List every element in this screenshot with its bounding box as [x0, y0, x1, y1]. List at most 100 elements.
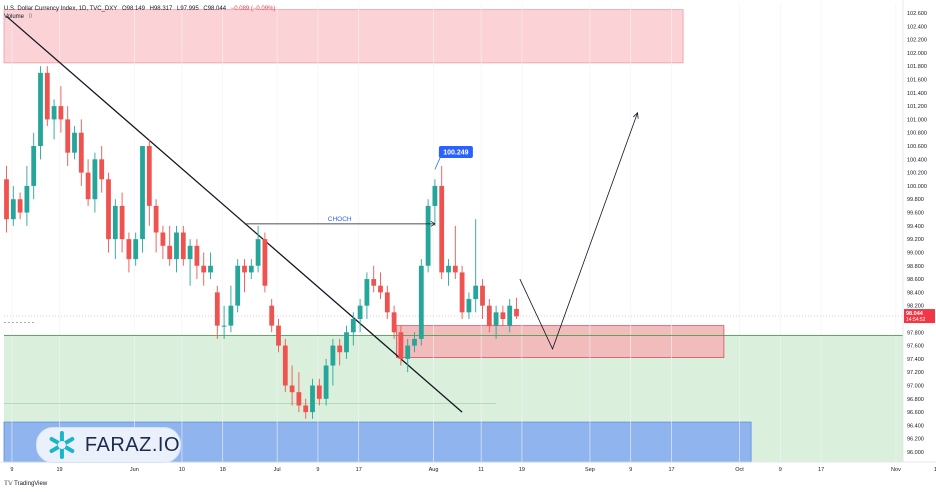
candle-body	[316, 385, 322, 399]
descending-trendline	[6, 15, 463, 413]
time-tick-label: Oct	[735, 467, 744, 473]
candle-body	[180, 232, 186, 260]
candle-body	[248, 265, 254, 273]
candle-body	[140, 146, 145, 240]
time-tick-label: 19	[56, 467, 62, 473]
ohlc-close: C98.044	[203, 6, 227, 12]
candle-body	[405, 345, 411, 359]
high-label-text: 100.249	[443, 150, 468, 157]
candle-body	[398, 332, 404, 359]
candle-body	[92, 159, 98, 200]
candle-body	[228, 305, 234, 326]
symbol-title[interactable]: U.S. Dollar Currency Index, 1D, TVC_DXY	[4, 6, 118, 12]
volume-label[interactable]: Volume	[4, 14, 25, 20]
candle-body	[106, 179, 111, 240]
time-tick-label: 10	[179, 467, 185, 473]
time-tick-label: Nov	[891, 467, 901, 473]
candle-body	[384, 292, 390, 313]
candle-body	[425, 205, 431, 266]
ohlc-low: L97.995	[177, 6, 199, 12]
price-tick-label: 102.000	[907, 51, 927, 57]
time-tick-label: 9	[779, 467, 782, 473]
price-change: −0.089 (−0.09%)	[230, 6, 276, 12]
price-tick-label: 101.600	[907, 78, 927, 84]
candle-body	[486, 305, 492, 326]
price-tick-label: 102.200	[907, 38, 927, 44]
candle-body	[221, 325, 227, 327]
time-tick-label: 17	[818, 467, 824, 473]
candle-body	[371, 279, 377, 286]
grid-layer	[11, 3, 897, 462]
price-tick-label: 99.400	[907, 224, 924, 230]
price-tick-label: 101.400	[907, 91, 927, 97]
candle-body	[330, 345, 336, 366]
price-tick-label: 99.600	[907, 211, 924, 217]
price-tick-label: 98.600	[907, 277, 924, 283]
watermark-text: FARAZ.IO	[84, 433, 180, 456]
price-tick-label: 101.000	[907, 117, 927, 123]
candle-body	[262, 239, 268, 286]
price-tick-label: 96.800	[907, 397, 924, 403]
time-tick-label: 11	[934, 467, 936, 473]
candle-body	[418, 265, 424, 339]
price-tick-label: 100.400	[907, 157, 927, 163]
candle-body	[31, 146, 37, 186]
drawings-layer	[4, 15, 903, 413]
candle-body	[507, 305, 513, 326]
candle-body	[269, 305, 275, 326]
candle-body	[337, 345, 343, 353]
time-tick-label: Sep	[585, 467, 595, 473]
candle-body	[350, 318, 356, 333]
candle-body	[364, 279, 370, 306]
candle-body	[126, 239, 132, 260]
high-label-box	[438, 146, 473, 159]
candle-body	[344, 332, 349, 353]
candle-body	[10, 199, 16, 220]
candle-body	[146, 146, 152, 206]
candle-body	[160, 232, 166, 246]
price-tick-label: 97.400	[907, 357, 924, 363]
price-tick-label: 99.000	[907, 250, 924, 256]
candle-body	[187, 245, 193, 260]
demand-zone	[395, 325, 725, 358]
candle-body	[296, 392, 302, 406]
ohlc-open: O98.149	[121, 6, 145, 12]
time-tick-label: 18	[220, 467, 226, 473]
time-tick-label: 9	[10, 467, 13, 473]
supply-zone	[3, 9, 684, 64]
price-tick-label: 100.600	[907, 144, 927, 150]
price-tick-label: 98.400	[907, 290, 924, 296]
candle-body	[4, 179, 9, 220]
time-tick-label: Jul	[274, 467, 281, 473]
tradingview-brand[interactable]: 𝕋𝕍 TradingView	[4, 480, 47, 487]
time-tick-label: 17	[668, 467, 674, 473]
candle-body	[446, 265, 451, 273]
candle-body	[194, 245, 200, 266]
price-tick-label: 102.400	[907, 24, 927, 30]
candle-body	[167, 245, 173, 260]
price-tick-label: 97.200	[907, 370, 924, 376]
price-tick-label: 100.000	[907, 184, 927, 190]
candle-body	[242, 265, 247, 273]
time-tick-label: 19	[519, 467, 525, 473]
candle-body	[276, 325, 281, 346]
choch-arrowhead	[430, 221, 436, 227]
candle-body	[99, 159, 105, 180]
zones-layer	[3, 9, 903, 463]
candles-layer	[4, 66, 519, 419]
candle-body	[282, 345, 288, 386]
current-price-label: 98.044	[906, 311, 924, 317]
price-tick-label: 97.000	[907, 384, 924, 390]
candle-body	[214, 292, 220, 326]
price-tick-label: 97.600	[907, 344, 924, 350]
tradingview-logo-icon: 𝕋𝕍	[4, 481, 13, 487]
price-tick-label: 100.200	[907, 171, 927, 177]
price-tick-label: 102.600	[907, 11, 927, 17]
countdown-label: 14:54:52	[906, 317, 926, 323]
candle-body	[58, 106, 64, 120]
axes-layer: 102.600 102.400 102.200 102.000 101.800 101.6…	[0, 0, 936, 473]
price-tick-label: 96.200	[907, 437, 924, 443]
current-price-badge	[904, 309, 935, 324]
ohlc-high: H98.317	[149, 6, 173, 12]
